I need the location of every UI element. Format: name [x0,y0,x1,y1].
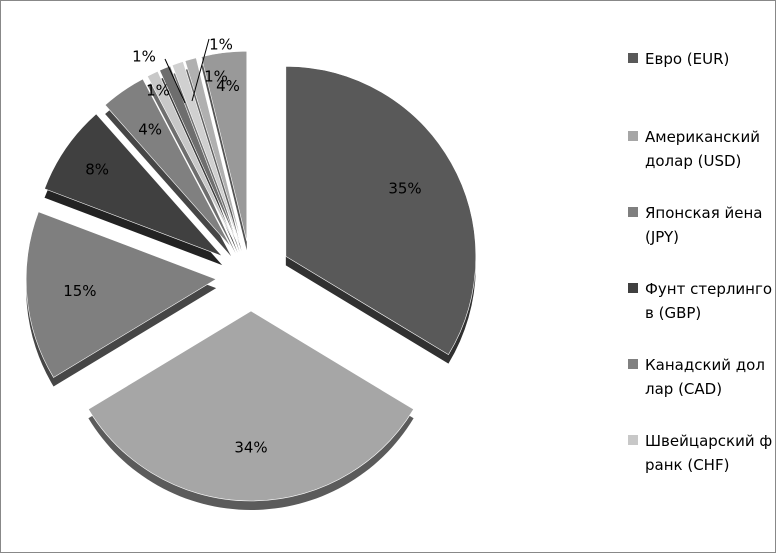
pie-chart: 35%34%15%8%4%1%1%1%1% 4% [25,36,477,510]
legend: Евро (EUR) Американский долар (USD) Японск… [625,1,775,552]
legend-swatch [628,359,638,369]
data-label: 15% [63,282,96,300]
data-label: 34% [234,438,267,456]
legend-swatch [628,53,638,63]
legend-swatch [628,435,638,445]
pie-slice-4 [44,113,223,257]
data-label: 35% [388,180,421,198]
data-label: 1% [146,82,170,100]
data-label: 4% [216,77,240,95]
pie-slice-6 [146,70,236,245]
pie-slice-2 [87,310,415,502]
data-label: 1% [132,48,156,66]
pie-slice-3 [25,211,217,378]
legend-label: Канадский доллар (CAD) [645,356,765,398]
data-label: 1% [209,36,233,54]
data-label: 1% [204,68,228,86]
leader-line [164,58,186,104]
legend-swatch [628,283,638,293]
legend-label: Американский долар (USD) [645,128,760,170]
legend-label: Евро (EUR) [645,50,730,68]
legend-label: Японская йена (JPY) [645,204,763,246]
pie-slice-10 [200,50,248,242]
pie-slice-7 [159,65,238,244]
pie-slice-8 [171,61,240,244]
pie-slice-depth [147,80,236,254]
legend-swatch [628,131,638,141]
leader-line [191,38,210,102]
pie-slice-9 [184,57,242,243]
legend-swatch [628,207,638,217]
legend-label: Фунт стерлингов (GBP) [645,280,773,322]
pie-slice-1 [285,66,477,356]
legend-label: Швейцарский франк (CHF) [645,432,773,474]
pie-slice-5 [104,78,232,248]
data-label: 8% [85,160,109,178]
data-label: 4% [138,120,162,138]
